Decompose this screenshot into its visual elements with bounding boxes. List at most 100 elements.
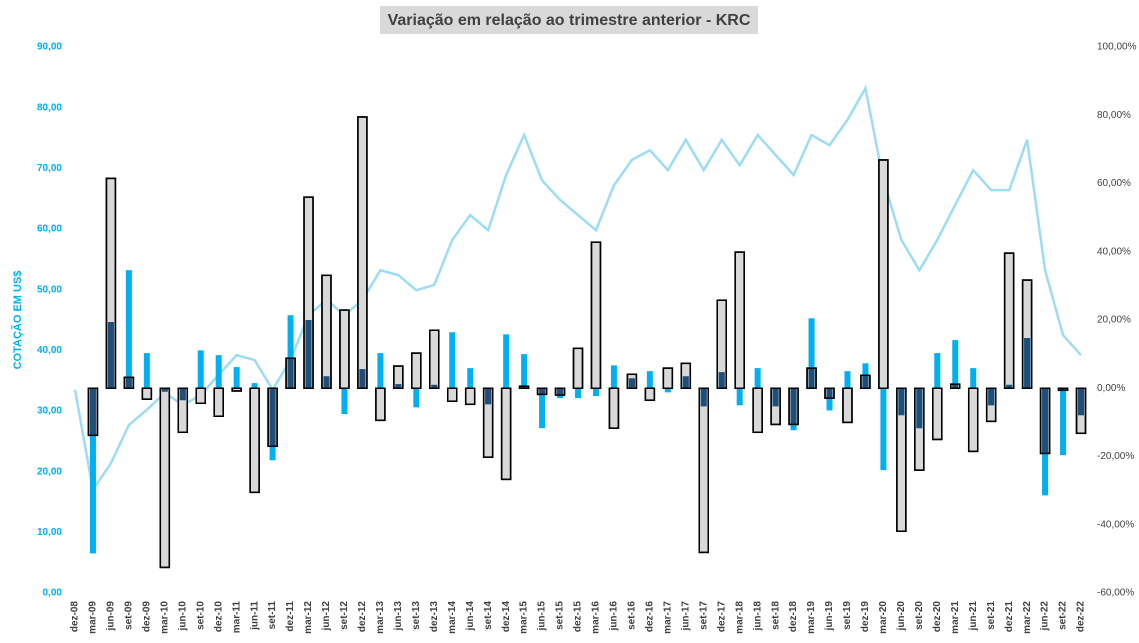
overlap: [1060, 388, 1067, 391]
x-tick-label: mar-15: [519, 601, 530, 634]
bar-outline: [950, 383, 961, 389]
x-tick-label: dez-22: [1076, 601, 1087, 633]
x-tick-label: dez-17: [716, 601, 727, 633]
x-tick-label: jun-18: [752, 601, 763, 632]
blue-bar: [826, 388, 833, 411]
y-tick-label: 80,00: [37, 102, 62, 113]
bar-outline: [914, 387, 925, 471]
overlap: [718, 372, 725, 389]
bar-outline: [752, 387, 763, 434]
y-tick-label: 50,00: [37, 284, 62, 295]
bar-outline: [411, 352, 422, 390]
overlap: [1024, 338, 1031, 389]
x-tick-label: dez-08: [70, 601, 81, 633]
price-line: [73, 84, 1082, 494]
y-axis-title: COTAÇÃO EM US$: [11, 271, 24, 370]
y2-tick-label: 20,00%: [1097, 315, 1131, 326]
x-tick-label: set-15: [555, 601, 566, 630]
blue-bar: [503, 334, 510, 389]
blue-bar: [341, 388, 348, 415]
x-tick-label: set-20: [914, 601, 925, 630]
x-tick-label: jun-19: [824, 601, 835, 632]
overlap: [323, 376, 330, 389]
x-tick-label: dez-10: [213, 601, 224, 633]
blue-bar: [287, 315, 294, 389]
bar-outline: [1021, 279, 1033, 390]
gray-bar: [644, 387, 656, 401]
gray-bar: [1003, 252, 1015, 389]
x-tick-label: set-10: [195, 601, 206, 630]
bar-outline: [1039, 387, 1051, 455]
blue-bar: [808, 318, 815, 389]
bar-outline: [626, 373, 638, 390]
gray-bar: [141, 387, 153, 400]
x-tick-label: dez-11: [285, 601, 296, 632]
y-tick-label: 30,00: [37, 406, 62, 417]
gray-bar: [698, 387, 710, 554]
x-tick-label: jun-20: [896, 601, 907, 632]
blue-bar: [646, 371, 653, 389]
gray-bar: [446, 387, 458, 402]
blue-bar: [934, 353, 941, 389]
bar-outline: [860, 374, 871, 390]
x-tick-label: dez-14: [501, 601, 512, 633]
bar-outline: [536, 387, 548, 396]
x-tick-label: mar-13: [375, 601, 386, 634]
bar-outline: [716, 299, 727, 389]
gray-bar: [842, 387, 853, 424]
x-tick-label: mar-18: [734, 601, 745, 634]
chart-title: Variação em relação ao trimestre anterio…: [388, 12, 751, 29]
bar-outline: [321, 274, 332, 390]
bar-outline: [231, 387, 242, 392]
x-tick-label: dez-16: [645, 601, 656, 633]
overlap: [89, 388, 96, 436]
x-tick-label: set-16: [627, 601, 638, 630]
blue-bar: [377, 353, 384, 389]
y-tick-label: 0,00: [43, 588, 63, 599]
x-tick-label: mar-12: [303, 601, 314, 634]
overlap: [161, 388, 168, 392]
blue-bar: [413, 388, 420, 408]
x-tick-label: set-09: [124, 601, 135, 630]
overlap: [1042, 388, 1049, 454]
title-background: [380, 6, 758, 34]
y-tick-label: 10,00: [37, 527, 62, 538]
bar-outline: [1057, 387, 1069, 392]
blue-bar: [449, 332, 456, 389]
bar-outline: [770, 387, 781, 426]
bar-outline: [985, 387, 997, 423]
overlap: [952, 384, 959, 389]
overlap: [305, 320, 312, 389]
gray-bar: [464, 387, 476, 406]
blue-bar: [610, 365, 617, 389]
blue-bar: [233, 367, 240, 389]
x-tick-label: jun-17: [680, 601, 691, 632]
blue-bar: [844, 371, 851, 389]
y-tick-label: 90,00: [37, 42, 62, 53]
overlap: [287, 358, 294, 389]
bar-outline: [105, 177, 117, 389]
overlap: [898, 388, 905, 416]
x-tick-label: dez-09: [141, 601, 152, 633]
y2-tick-label: 40,00%: [1097, 246, 1131, 257]
bar-outline: [87, 387, 99, 437]
overlap: [862, 375, 869, 389]
gray-bar: [500, 387, 512, 481]
x-tick-label: jun-21: [968, 601, 979, 632]
overlap: [682, 376, 689, 389]
gray-bar: [662, 367, 674, 389]
bar-outline: [1003, 252, 1015, 389]
y-tick-label: 70,00: [37, 163, 62, 174]
x-tick-label: mar-17: [662, 601, 673, 634]
overlap: [107, 322, 114, 389]
bar-outline: [662, 367, 674, 389]
blue-bar: [754, 368, 761, 389]
bar-outline: [141, 387, 153, 400]
y2-tick-label: 100,00%: [1097, 42, 1137, 53]
bar-outline: [734, 251, 745, 389]
overlap: [826, 388, 833, 399]
bar-outline: [339, 309, 350, 390]
blue-bar: [592, 388, 599, 397]
blue-bar: [215, 355, 222, 389]
